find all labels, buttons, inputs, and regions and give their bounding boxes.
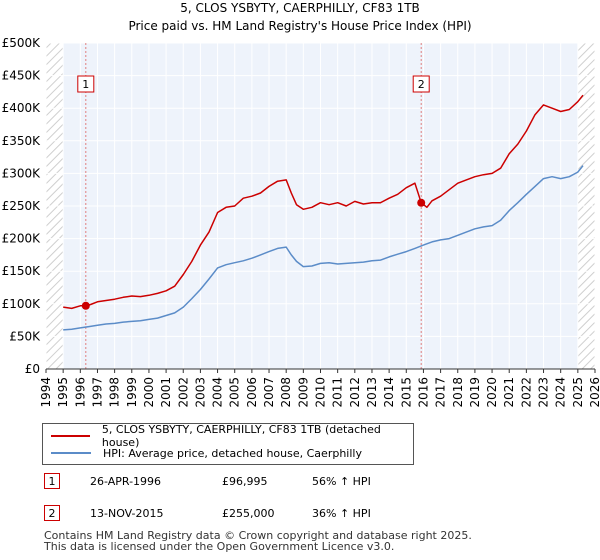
price-chart: 5, CLOS YSBYTY, CAERPHILLY, CF83 1TB Pri… [2,1,600,408]
x-tick-label: 2010 [314,377,328,408]
x-tick-label: 1997 [90,377,104,408]
x-tick-label: 2009 [296,377,310,408]
y-tick-label: £500K [2,36,42,50]
legend-swatch-hpi [51,452,91,454]
property-series-line [63,94,584,310]
y-tick-label: £50K [9,329,41,343]
x-tick-label: 2026 [588,377,600,408]
transaction-hpi-change: 56% ↑ HPI [312,474,371,488]
legend-label-property: 5, CLOS YSBYTY, CAERPHILLY, CF83 1TB (de… [101,423,381,449]
x-tick-label: 2024 [554,377,568,408]
y-tick-label: £200K [2,232,42,246]
footer-copyright: Contains HM Land Registry data © Crown c… [44,529,472,542]
x-tick-label: 2004 [211,377,225,408]
x-tick-label: 2007 [262,377,276,408]
x-tick-label: 2008 [279,377,293,408]
x-tick-label: 2017 [434,377,448,408]
hpi-series-line [63,165,584,331]
x-tick-label: 2019 [468,377,482,408]
legend-label-hpi: HPI: Average price, detached house, Caer… [103,446,362,460]
x-tick-label: 2023 [537,377,551,408]
x-tick-label: 2000 [142,377,156,408]
sale-marker-label: 2 [418,78,425,91]
x-tick-label: 1996 [73,377,87,408]
transaction-price: £96,995 [222,474,268,488]
sale-marker-badge [412,75,430,93]
transaction-date: 13-NOV-2015 [90,506,164,520]
x-tick-label: 2011 [331,377,345,408]
x-tick-label: 2013 [365,377,379,408]
chart-legend: 5, CLOS YSBYTY, CAERPHILLY, CF83 1TB (de… [42,423,414,465]
transaction-price: £255,000 [222,506,275,520]
legend-swatch-property [51,435,90,437]
x-tick-label: 2021 [502,377,516,408]
x-tick-label: 2018 [451,377,465,408]
transaction-row: 2 13-NOV-2015 £255,000 36% ↑ HPI [44,504,371,522]
x-tick-label: 2022 [519,377,533,408]
y-tick-label: £150K [2,264,42,278]
x-tick-label: 2015 [399,377,413,408]
x-tick-label: 2020 [485,377,499,408]
y-tick-label: £450K [2,69,42,83]
footer-attribution: Contains HM Land Registry data © Crown c… [44,530,472,552]
x-tick-label: 1995 [56,377,70,408]
x-tick-label: 2006 [245,377,259,408]
x-tick-label: 1994 [39,377,53,408]
x-tick-label: 2002 [176,377,190,408]
transaction-row: 1 26-APR-1996 £96,995 56% ↑ HPI [44,472,371,490]
sale-point [417,198,426,207]
x-tick-label: 2001 [159,377,173,408]
y-tick-label: £100K [2,297,42,311]
transaction-number-badge: 1 [44,473,60,489]
sale-marker-label: 1 [82,78,89,91]
legend-item-property: 5, CLOS YSBYTY, CAERPHILLY, CF83 1TB (de… [51,423,413,449]
y-tick-label: £400K [2,101,42,115]
transaction-hpi-change: 36% ↑ HPI [312,506,371,520]
y-tick-label: £350K [2,134,42,148]
x-tick-label: 2012 [348,377,362,408]
y-tick-label: £300K [2,166,42,180]
y-tick-label: £0 [25,362,40,376]
x-tick-label: 2005 [228,377,242,408]
legend-item-hpi: HPI: Average price, detached house, Caer… [51,446,362,460]
sale-point [81,301,90,310]
footer-licence: This data is licensed under the Open Gov… [44,540,395,553]
chart-title: 5, CLOS YSBYTY, CAERPHILLY, CF83 1TB [180,1,420,15]
transaction-number-badge: 2 [44,505,60,521]
transaction-date: 26-APR-1996 [90,474,162,488]
x-tick-label: 2014 [382,377,396,408]
x-tick-label: 2025 [571,377,585,408]
y-tick-label: £250K [2,199,42,213]
x-tick-label: 2016 [416,377,430,408]
chart-subtitle: Price paid vs. HM Land Registry's House … [128,19,471,33]
x-tick-label: 1999 [125,377,139,408]
x-tick-label: 2003 [193,377,207,408]
x-tick-label: 1998 [108,377,122,408]
sale-marker-badge [77,75,95,93]
